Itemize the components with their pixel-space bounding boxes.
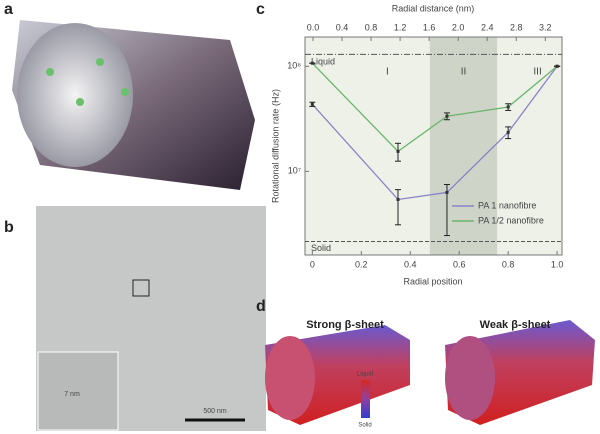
reference-label: Solid [311, 243, 331, 253]
marker [310, 61, 314, 65]
x2-tick-label: 1.2 [394, 22, 407, 32]
x2-tick-label: 2.0 [452, 22, 465, 32]
reference-label: Liquid [311, 57, 335, 67]
region-label: II [461, 67, 467, 78]
x-tick-label: 0.2 [355, 259, 368, 269]
marker [310, 102, 314, 106]
marker [445, 114, 449, 118]
marker [396, 197, 400, 201]
inset-label: 7 nm [64, 391, 80, 398]
marker [506, 130, 510, 134]
region-label: I [386, 67, 389, 78]
d-title: Weak β-sheet [480, 319, 551, 331]
x2-tick-label: 3.2 [539, 22, 552, 32]
marker [445, 190, 449, 194]
panel-b-image [36, 206, 266, 431]
panel-label: a [4, 1, 13, 18]
legend-label: PA 1/2 nanofibre [478, 215, 544, 225]
panel-label: b [4, 219, 14, 236]
x-axis-label: Radial position [403, 276, 462, 286]
y-tick-label: 10⁸ [287, 61, 301, 71]
y-axis-label: Rotational diffusion rate (Hz) [270, 89, 280, 203]
marker [506, 105, 510, 109]
plot-frame [304, 36, 563, 256]
panel-a-image [12, 20, 255, 190]
panel-label: c [256, 1, 265, 18]
d-title: Strong β-sheet [306, 319, 384, 331]
shaded-region [429, 37, 498, 255]
x2-tick-label: 1.6 [423, 22, 436, 32]
x-tick-label: 0 [310, 259, 315, 269]
scale-bar-label: 500 nm [203, 408, 227, 415]
x-tick-label: 1.0 [551, 259, 564, 269]
x2-tick-label: 2.4 [481, 22, 494, 32]
colorbar-label: Liquid [357, 372, 373, 378]
colorbar-label: Solid [358, 423, 371, 429]
region-label: III [533, 67, 541, 78]
x2-axis-label: Radial distance (nm) [392, 3, 475, 13]
marker [396, 149, 400, 153]
panel-d-image [265, 320, 595, 425]
x-tick-label: 0.6 [453, 259, 466, 269]
x2-tick-label: 0.4 [336, 22, 349, 32]
x2-tick-label: 0.8 [365, 22, 378, 32]
marker [555, 64, 559, 68]
legend-label: PA 1 nanofibre [478, 200, 536, 210]
y-tick-label: 10⁷ [288, 166, 301, 176]
x2-tick-label: 2.8 [510, 22, 523, 32]
x-tick-label: 0.4 [404, 259, 417, 269]
x2-tick-label: 0.0 [307, 22, 320, 32]
panel-label: d [256, 298, 266, 315]
x-tick-label: 0.8 [502, 259, 515, 269]
